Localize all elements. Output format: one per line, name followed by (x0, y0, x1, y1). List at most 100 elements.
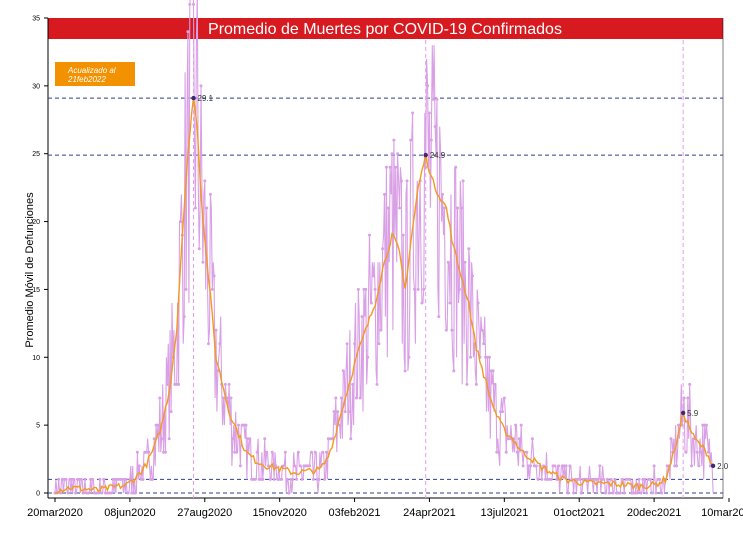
daily-point (409, 138, 413, 142)
daily-point (444, 328, 448, 332)
daily-point (222, 396, 225, 400)
daily-point (519, 423, 523, 427)
daily-point (100, 491, 104, 495)
daily-point (81, 491, 85, 495)
daily-point (135, 450, 139, 454)
daily-point (437, 315, 441, 319)
daily-point (398, 206, 401, 210)
daily-point (310, 450, 313, 454)
daily-point (564, 464, 568, 468)
daily-point (487, 355, 491, 359)
daily-point (218, 342, 222, 346)
daily-point (205, 206, 209, 210)
daily-point (141, 477, 145, 481)
y-tick-label: 5 (36, 423, 40, 430)
daily-point (383, 192, 386, 196)
daily-point (566, 491, 570, 495)
daily-point (358, 396, 362, 400)
daily-point (109, 491, 113, 495)
daily-point (454, 165, 458, 169)
daily-point (433, 125, 437, 129)
peak-marker (191, 95, 196, 101)
daily-point (442, 206, 446, 210)
daily-point (201, 260, 205, 264)
daily-point (650, 491, 654, 495)
daily-point (339, 396, 343, 400)
daily-point (366, 355, 370, 359)
daily-point (596, 477, 600, 481)
daily-point (208, 192, 212, 196)
daily-point (384, 165, 388, 169)
y-tick-label: 0 (36, 491, 40, 498)
moving-average-line (54, 97, 713, 494)
daily-point (349, 437, 353, 441)
update-badge: Acualizado al 21feb2022 (55, 62, 135, 86)
daily-point (654, 491, 658, 495)
daily-point (686, 396, 690, 400)
daily-point (405, 179, 409, 183)
peak-value-label: 29.1 (198, 94, 214, 103)
daily-deaths-series (54, 0, 714, 494)
daily-point (184, 287, 188, 291)
daily-point (613, 477, 617, 481)
x-tick-label: 08jun2020 (104, 507, 155, 519)
daily-point (521, 464, 525, 468)
daily-point (102, 477, 106, 481)
daily-point (452, 369, 456, 373)
daily-point (697, 464, 701, 468)
daily-point (469, 355, 473, 359)
daily-point (427, 111, 431, 115)
daily-point (186, 30, 190, 34)
daily-point (403, 369, 407, 373)
daily-point (96, 491, 100, 495)
daily-point (705, 423, 708, 427)
daily-point (660, 491, 664, 495)
daily-point (167, 437, 171, 441)
daily-point (231, 437, 235, 441)
daily-point (605, 477, 609, 481)
y-tick-label: 25 (32, 151, 40, 158)
daily-point (98, 477, 102, 481)
daily-point (261, 477, 265, 481)
x-tick-label: 13jul2021 (480, 507, 528, 519)
x-tick-label: 03feb2021 (329, 507, 381, 519)
daily-point (493, 382, 497, 386)
daily-point (360, 315, 364, 319)
daily-point (244, 423, 248, 427)
daily-point (263, 437, 267, 441)
daily-point (298, 464, 302, 468)
daily-point (474, 382, 478, 386)
daily-point (308, 464, 312, 468)
daily-point (300, 477, 304, 481)
daily-point (467, 247, 471, 251)
peak-marker (710, 463, 716, 469)
daily-point (637, 477, 641, 481)
daily-point (321, 450, 325, 454)
daily-point (287, 491, 291, 495)
daily-point (285, 477, 289, 481)
daily-point (229, 396, 233, 400)
daily-point (253, 477, 257, 481)
daily-point (577, 477, 581, 481)
daily-point (268, 477, 272, 481)
daily-point (461, 179, 465, 183)
daily-point (424, 165, 428, 169)
daily-point (373, 287, 377, 291)
daily-point (555, 477, 559, 481)
daily-point (598, 464, 602, 468)
daily-point (295, 477, 298, 481)
daily-point (463, 260, 467, 264)
daily-point (648, 477, 652, 481)
daily-point (390, 152, 394, 156)
daily-point (448, 301, 452, 305)
daily-point (147, 450, 151, 454)
daily-point (392, 138, 396, 142)
daily-point (553, 464, 557, 468)
daily-point (377, 342, 381, 346)
daily-point (645, 491, 649, 495)
daily-point (695, 450, 699, 454)
daily-point (652, 464, 656, 468)
daily-point (675, 464, 679, 468)
daily-point (214, 328, 218, 332)
daily-point (197, 247, 201, 251)
